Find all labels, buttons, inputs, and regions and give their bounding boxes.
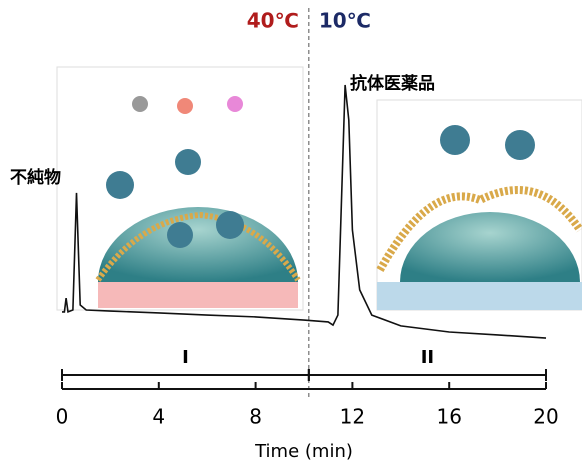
temp-label: 40℃	[247, 9, 299, 33]
illustration-left	[56, 66, 304, 311]
region-label: I	[182, 347, 189, 368]
peak-label: 不純物	[10, 167, 61, 188]
region-label: II	[421, 347, 434, 368]
x-tick-label: 20	[533, 405, 558, 429]
x-tick-label: 12	[340, 405, 365, 429]
illustration-right	[376, 99, 582, 311]
chromatogram-line	[62, 84, 547, 339]
temp-label: 10℃	[319, 9, 371, 33]
peak-label: 抗体医薬品	[350, 73, 435, 94]
x-tick-label: 0	[56, 405, 69, 429]
x-tick-label: 8	[249, 405, 262, 429]
x-tick-label: 4	[152, 405, 165, 429]
x-tick-label: 16	[436, 405, 461, 429]
x-axis-label: Time (min)	[254, 441, 353, 462]
